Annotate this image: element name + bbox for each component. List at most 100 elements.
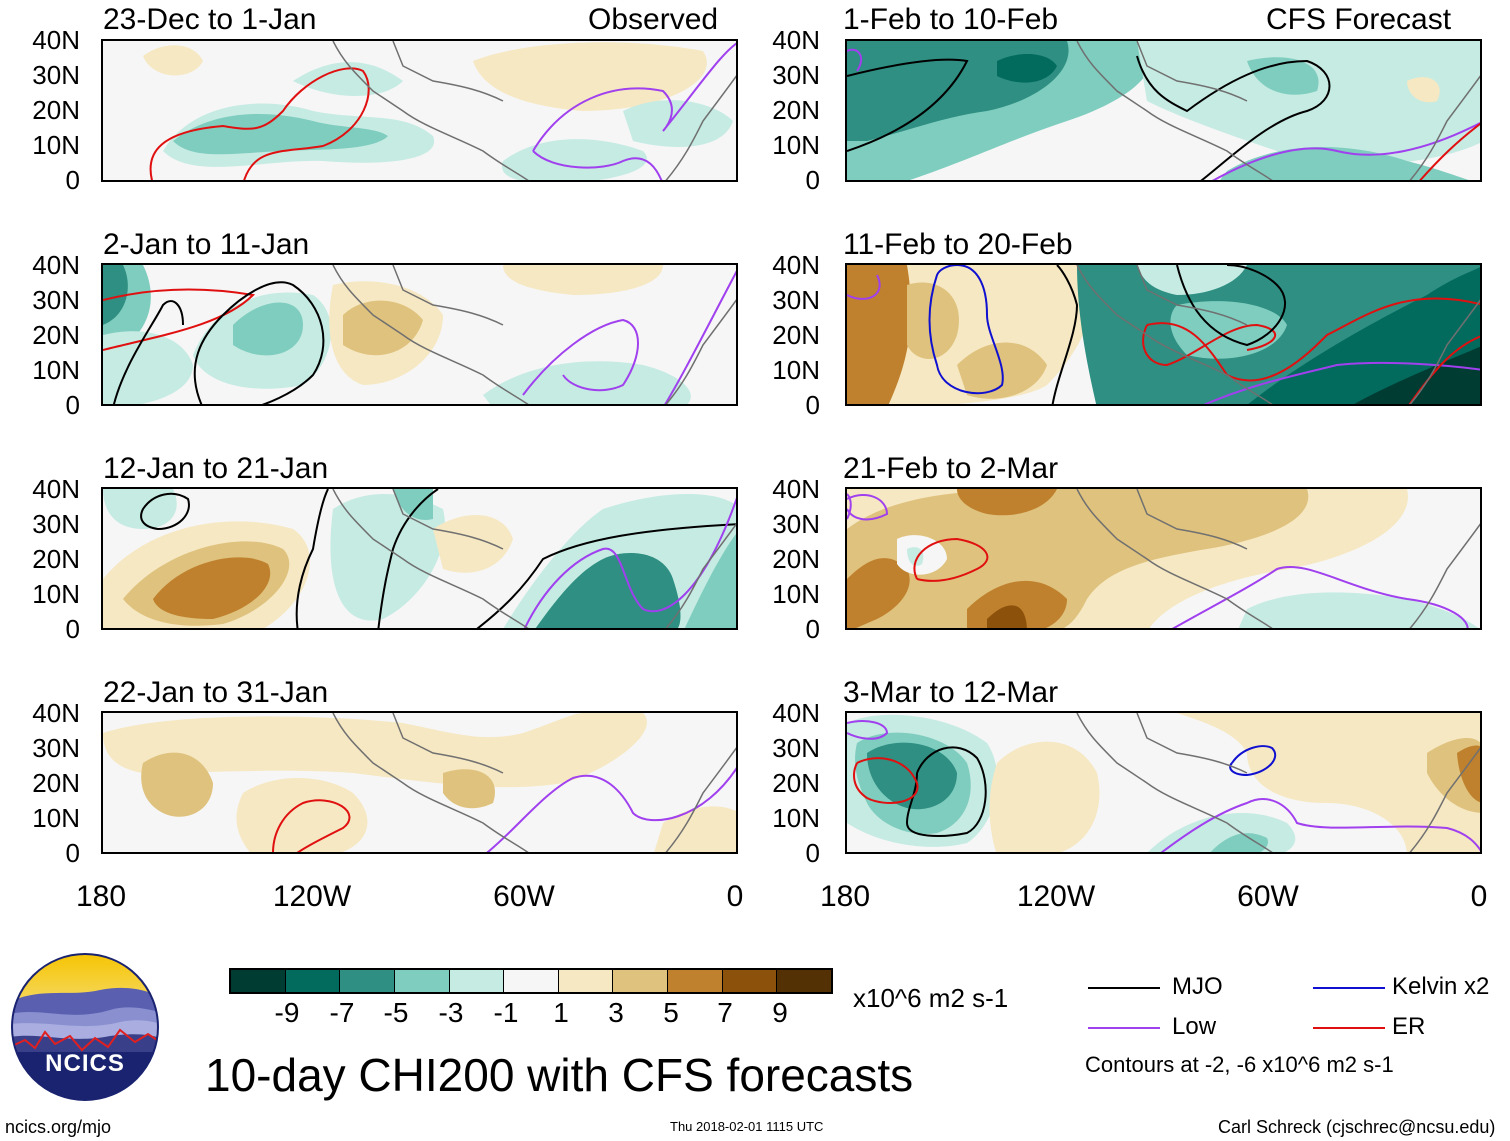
y-tick: 10N <box>772 803 820 833</box>
map-panel-5 <box>845 39 1482 182</box>
y-tick: 30N <box>772 285 820 315</box>
logo-text: NCICS <box>45 1050 125 1077</box>
panel-title-8: 3-Mar to 12-Mar <box>843 676 1059 709</box>
map-contours <box>847 493 1469 628</box>
y-tick: 30N <box>32 733 80 763</box>
panel-title-4: 22-Jan to 31-Jan <box>103 676 329 709</box>
y-tick: 0 <box>65 165 80 195</box>
y-tick: 20N <box>772 320 820 350</box>
colorbar-swatch <box>776 970 832 992</box>
y-tick: 40N <box>772 698 820 728</box>
colorbar-swatch <box>284 970 340 992</box>
y-tick: 20N <box>772 544 820 574</box>
map-shading <box>847 489 1479 628</box>
y-tick: 0 <box>65 838 80 868</box>
colorbar-unit: x10^6 m2 s-1 <box>853 983 1009 1013</box>
y-tick: 10N <box>32 355 80 385</box>
map-shading <box>103 713 736 852</box>
y-tick: 0 <box>805 838 820 868</box>
map-shading <box>847 41 1480 180</box>
map-contours <box>847 265 1480 404</box>
colorbar-label: -7 <box>329 997 355 1028</box>
colorbar-swatch <box>339 970 394 992</box>
x-tick: 120W <box>1016 880 1096 913</box>
y-tick: 40N <box>32 698 80 728</box>
y-tick: 0 <box>805 614 820 644</box>
y-tick: 10N <box>772 130 820 160</box>
y-tick: 10N <box>32 130 80 160</box>
map-panel-4 <box>101 711 738 854</box>
colorbar-label: 3 <box>608 997 624 1028</box>
colorbar-swatch <box>503 970 558 992</box>
legend-line-er <box>1313 1027 1385 1029</box>
map-shading <box>103 265 691 404</box>
colorbar-swatch <box>448 970 504 992</box>
y-tick: 30N <box>772 733 820 763</box>
y-tick: 0 <box>65 614 80 644</box>
colorbar-label: 1 <box>553 997 569 1028</box>
legend-line-low <box>1088 1027 1160 1029</box>
colorbar-swatch <box>231 970 285 992</box>
observed-label: Observed <box>588 3 719 36</box>
y-tick: 10N <box>32 579 80 609</box>
colorbar-label: 9 <box>772 997 788 1028</box>
colorbar-swatch <box>612 970 668 992</box>
colorbar-swatch <box>721 970 777 992</box>
colorbar-swatch <box>557 970 613 992</box>
y-tick: 20N <box>32 768 80 798</box>
ncics-logo: NCICS <box>10 952 160 1102</box>
y-tick: 20N <box>32 320 80 350</box>
colorbar-swatch <box>393 970 449 992</box>
y-tick: 20N <box>772 768 820 798</box>
panel-title-3: 12-Jan to 21-Jan <box>103 452 329 485</box>
y-tick: 0 <box>65 390 80 420</box>
y-tick: 30N <box>772 60 820 90</box>
colorbar-label: 5 <box>663 997 679 1028</box>
coastline-map <box>1076 489 1480 628</box>
coastline-map <box>1076 265 1480 404</box>
legend-line-mjo <box>1088 987 1160 989</box>
panel-title-6: 11-Feb to 20-Feb <box>843 228 1073 261</box>
panel-title-2: 2-Jan to 11-Jan <box>103 228 310 261</box>
x-tick: 180 <box>75 880 127 913</box>
coastline-map <box>1076 41 1480 180</box>
footer-url: ncics.org/mjo <box>5 1117 112 1137</box>
legend-label-mjo: MJO <box>1172 973 1223 1000</box>
main-title: 10-day CHI200 with CFS forecasts <box>205 1049 914 1101</box>
coastline-map <box>332 489 736 628</box>
coastline-map <box>1076 713 1480 852</box>
x-tick: 60W <box>1237 880 1299 913</box>
x-tick: 180 <box>819 880 871 913</box>
map-shading <box>847 265 1480 404</box>
panel-title-1: 23-Dec to 1-Jan <box>103 3 317 36</box>
footer-author: Carl Schreck (cjschrec@ncsu.edu) <box>1218 1117 1496 1137</box>
y-tick: 10N <box>772 579 820 609</box>
map-panel-1 <box>101 39 738 182</box>
logo-graphic <box>11 953 159 1101</box>
x-tick: 60W <box>493 880 555 913</box>
y-tick: 40N <box>772 474 820 504</box>
map-contours <box>140 489 736 628</box>
panel-title-5: 1-Feb to 10-Feb <box>843 3 1059 36</box>
x-tick: 120W <box>272 880 352 913</box>
legend-label-er: ER <box>1392 1013 1426 1040</box>
map-panel-6 <box>845 263 1482 406</box>
y-tick: 10N <box>32 803 80 833</box>
y-tick: 0 <box>805 390 820 420</box>
legend-note: Contours at -2, -6 x10^6 m2 s-1 <box>1085 1052 1394 1077</box>
x-tick: 0 <box>1470 880 1488 913</box>
legend-label-kelvin: Kelvin x2 <box>1392 973 1490 1000</box>
colorbar-label: -1 <box>493 997 519 1028</box>
cfs-forecast-label: CFS Forecast <box>1266 3 1452 36</box>
y-tick: 30N <box>772 509 820 539</box>
y-tick: 40N <box>32 25 80 55</box>
y-tick: 30N <box>32 285 80 315</box>
colorbar-label: -3 <box>438 997 464 1028</box>
colorbar-label: -9 <box>274 997 300 1028</box>
coastline-map <box>332 265 736 404</box>
y-tick: 20N <box>32 544 80 574</box>
panel-title-7: 21-Feb to 2-Mar <box>843 452 1059 485</box>
y-tick: 40N <box>772 250 820 280</box>
map-panel-7 <box>845 487 1482 630</box>
map-panel-2 <box>101 263 738 406</box>
